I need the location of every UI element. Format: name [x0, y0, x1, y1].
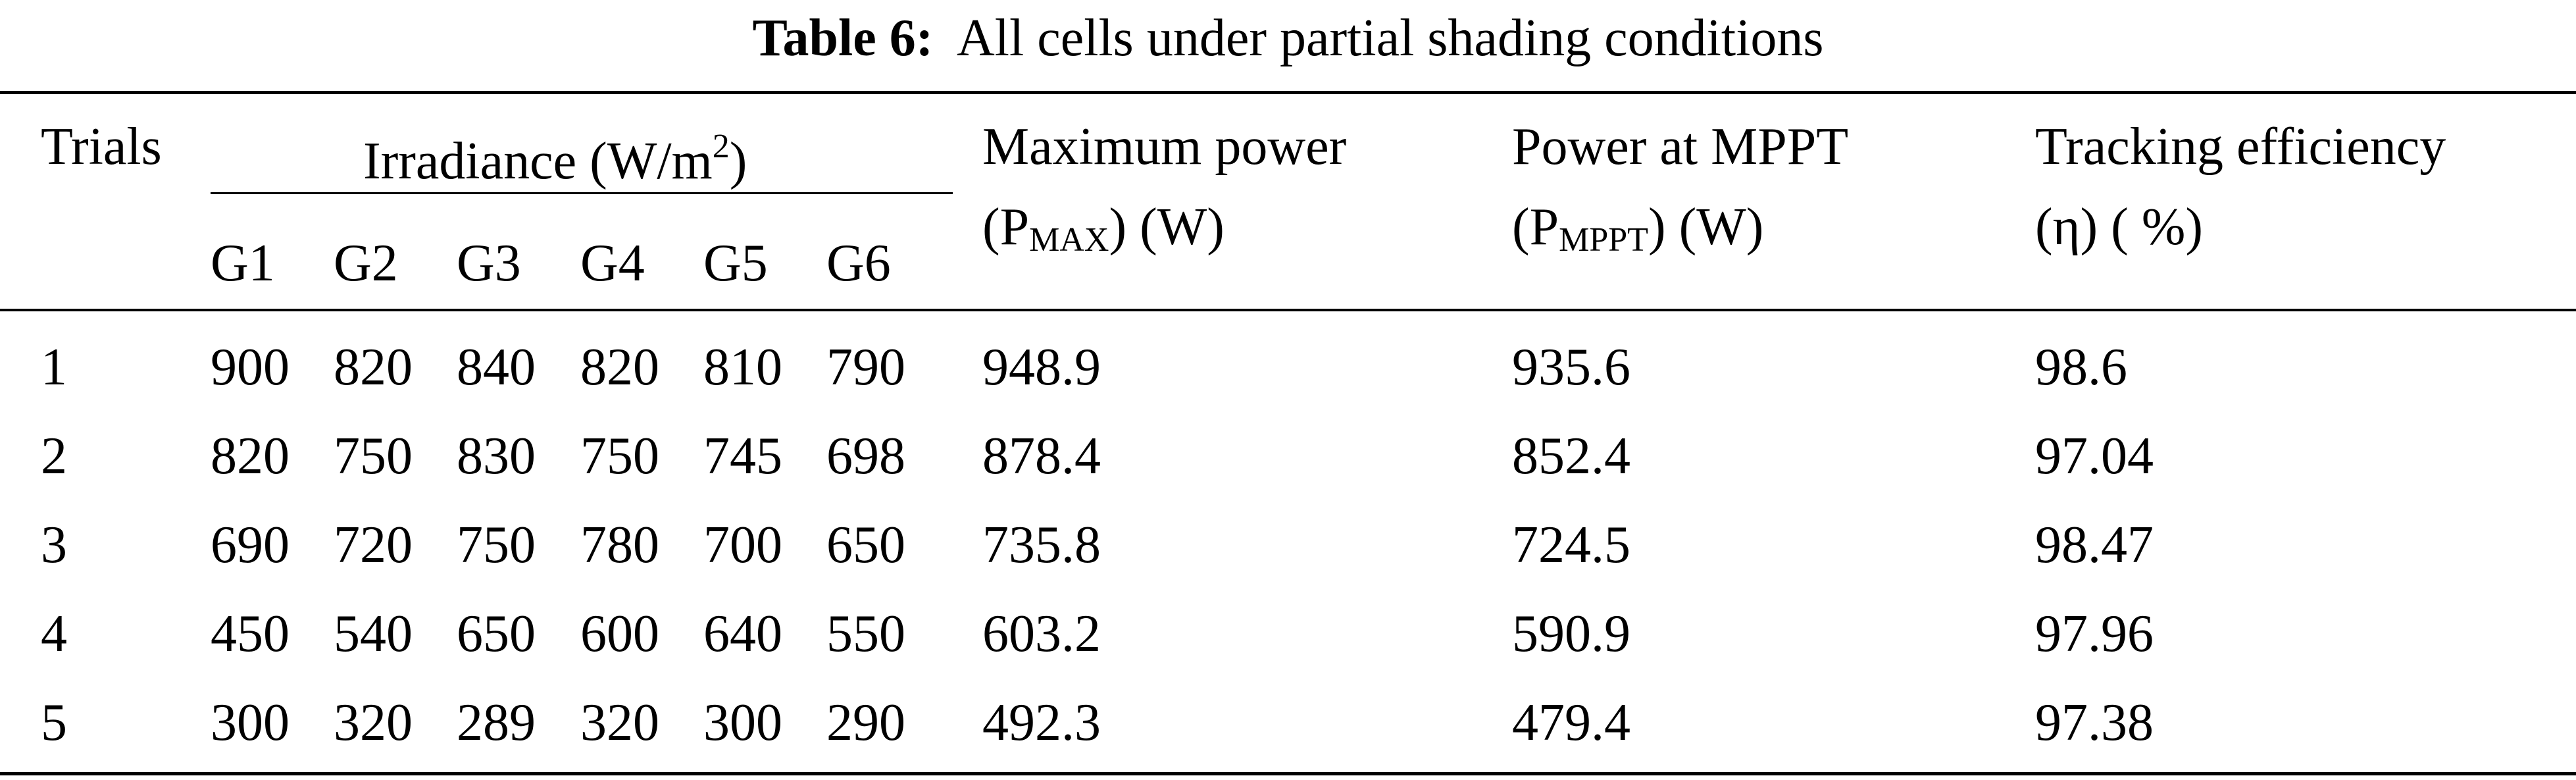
cell-trial: 3 — [41, 516, 67, 574]
cell-g4: 750 — [580, 427, 659, 485]
cell-g2: 720 — [334, 516, 413, 574]
cell-g4: 820 — [580, 338, 659, 396]
cell-efficiency: 97.04 — [2035, 427, 2154, 485]
header-irradiance: Irradiance (W/m2) — [363, 117, 747, 191]
header-trials: Trials — [41, 118, 162, 176]
cell-g2: 750 — [334, 427, 413, 485]
header-pmax-line2: (PMAX) (W) — [982, 197, 1225, 270]
header-pmppt-line1: Power at MPPT — [1512, 118, 1849, 176]
cell-pmax: 735.8 — [982, 516, 1101, 574]
irradiance-rule — [211, 192, 953, 194]
pmax-symbol: (P — [982, 198, 1030, 256]
pmax-subscript: MAX — [1029, 221, 1109, 259]
cell-g4: 600 — [580, 605, 659, 663]
cell-g6: 698 — [826, 427, 905, 485]
cell-trial: 5 — [41, 694, 67, 752]
cell-pmppt: 479.4 — [1512, 694, 1630, 752]
cell-pmppt: 724.5 — [1512, 516, 1630, 574]
header-g3: G3 — [457, 234, 521, 292]
cell-g5: 745 — [703, 427, 782, 485]
cell-pmppt: 590.9 — [1512, 605, 1630, 663]
header-g5: G5 — [703, 234, 768, 292]
pmppt-symbol: (P — [1512, 198, 1559, 256]
cell-efficiency: 97.38 — [2035, 694, 2154, 752]
cell-g3: 830 — [457, 427, 536, 485]
caption-text: All cells under partial shading conditio… — [956, 9, 1824, 67]
cell-g1: 690 — [211, 516, 290, 574]
pmax-unit: ) (W) — [1109, 198, 1225, 256]
cell-g6: 550 — [826, 605, 905, 663]
cell-g4: 320 — [580, 694, 659, 752]
cell-g5: 810 — [703, 338, 782, 396]
top-rule — [0, 91, 2576, 94]
pmppt-unit: ) (W) — [1648, 198, 1764, 256]
cell-pmax: 878.4 — [982, 427, 1101, 485]
cell-g4: 780 — [580, 516, 659, 574]
cell-g6: 650 — [826, 516, 905, 574]
cell-pmax: 948.9 — [982, 338, 1101, 396]
cell-trial: 1 — [41, 338, 67, 396]
cell-g1: 300 — [211, 694, 290, 752]
cell-g6: 290 — [826, 694, 905, 752]
header-pmax-line1: Maximum power — [982, 118, 1347, 176]
cell-pmax: 603.2 — [982, 605, 1101, 663]
table-caption: Table 6: All cells under partial shading… — [0, 5, 2576, 71]
cell-g3: 289 — [457, 694, 536, 752]
cell-efficiency: 97.96 — [2035, 605, 2154, 663]
cell-trial: 2 — [41, 427, 67, 485]
cell-g3: 650 — [457, 605, 536, 663]
header-g4: G4 — [580, 234, 645, 292]
cell-g3: 750 — [457, 516, 536, 574]
pmppt-subscript: MPPT — [1559, 221, 1648, 259]
header-g2: G2 — [334, 234, 398, 292]
cell-g1: 900 — [211, 338, 290, 396]
cell-trial: 4 — [41, 605, 67, 663]
header-g6: G6 — [826, 234, 891, 292]
irradiance-suffix: ) — [729, 132, 747, 190]
cell-efficiency: 98.47 — [2035, 516, 2154, 574]
irradiance-exponent: 2 — [712, 128, 730, 165]
cell-efficiency: 98.6 — [2035, 338, 2127, 396]
irradiance-prefix: Irradiance (W/m — [363, 132, 713, 190]
cell-g5: 700 — [703, 516, 782, 574]
cell-g5: 640 — [703, 605, 782, 663]
header-efficiency-line2: (η) ( %) — [2035, 198, 2204, 256]
header-rule — [0, 309, 2576, 311]
bottom-rule — [0, 772, 2576, 775]
cell-g6: 790 — [826, 338, 905, 396]
header-efficiency-line1: Tracking efficiency — [2035, 118, 2446, 176]
cell-g5: 300 — [703, 694, 782, 752]
header-g1: G1 — [211, 234, 275, 292]
cell-pmax: 492.3 — [982, 694, 1101, 752]
cell-g2: 820 — [334, 338, 413, 396]
cell-pmppt: 935.6 — [1512, 338, 1630, 396]
cell-g1: 450 — [211, 605, 290, 663]
cell-g2: 540 — [334, 605, 413, 663]
caption-label: Table 6: — [752, 9, 934, 67]
header-pmppt-line2: (PMPPT) (W) — [1512, 197, 1763, 270]
cell-pmppt: 852.4 — [1512, 427, 1630, 485]
cell-g2: 320 — [334, 694, 413, 752]
cell-g1: 820 — [211, 427, 290, 485]
cell-g3: 840 — [457, 338, 536, 396]
